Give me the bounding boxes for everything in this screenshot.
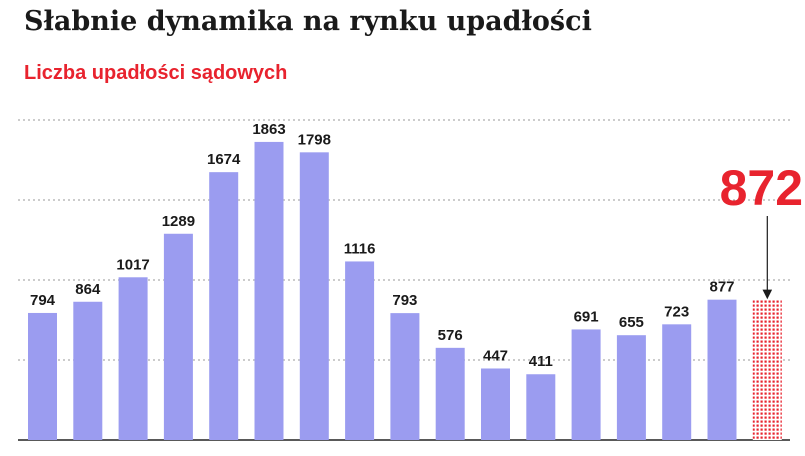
bar-value-label: 1674 (207, 151, 241, 168)
bar (571, 329, 601, 440)
bar-value-label: 576 (438, 327, 463, 344)
bar-value-label: 793 (392, 292, 417, 309)
bar (707, 299, 737, 440)
bar (662, 324, 692, 440)
bar-value-label: 411 (529, 353, 553, 370)
bar (254, 141, 284, 441)
bar (299, 152, 329, 440)
bar (616, 335, 646, 440)
bar (163, 233, 193, 440)
bar-value-label: 655 (619, 314, 644, 331)
highlight-bar (752, 300, 782, 440)
bar-value-label: 1798 (298, 131, 331, 148)
bar (390, 313, 420, 440)
highlight-value-label: 872 (720, 160, 803, 216)
bar-value-label: 794 (30, 292, 56, 309)
bar (73, 301, 103, 440)
bar (28, 312, 57, 440)
bar (345, 261, 375, 440)
bar-value-label: 877 (709, 279, 734, 296)
bar-value-label: 1017 (116, 256, 149, 273)
bar-value-label: 1863 (252, 121, 285, 138)
bar (481, 368, 510, 440)
bar-value-label: 1289 (162, 213, 195, 230)
chart-subtitle: Liczba upadłości sądowych (24, 62, 288, 84)
bar (209, 172, 239, 440)
bar-value-label: 691 (574, 308, 599, 325)
bar-value-label: 447 (483, 347, 508, 364)
bar (118, 277, 148, 440)
bar-value-label: 864 (75, 281, 101, 298)
bar (526, 374, 556, 440)
bar-value-label: 723 (664, 303, 689, 320)
bar-value-label: 1116 (344, 240, 376, 257)
chart-title: Słabnie dynamika na rynku upadłości (24, 6, 592, 37)
bar (435, 347, 465, 440)
